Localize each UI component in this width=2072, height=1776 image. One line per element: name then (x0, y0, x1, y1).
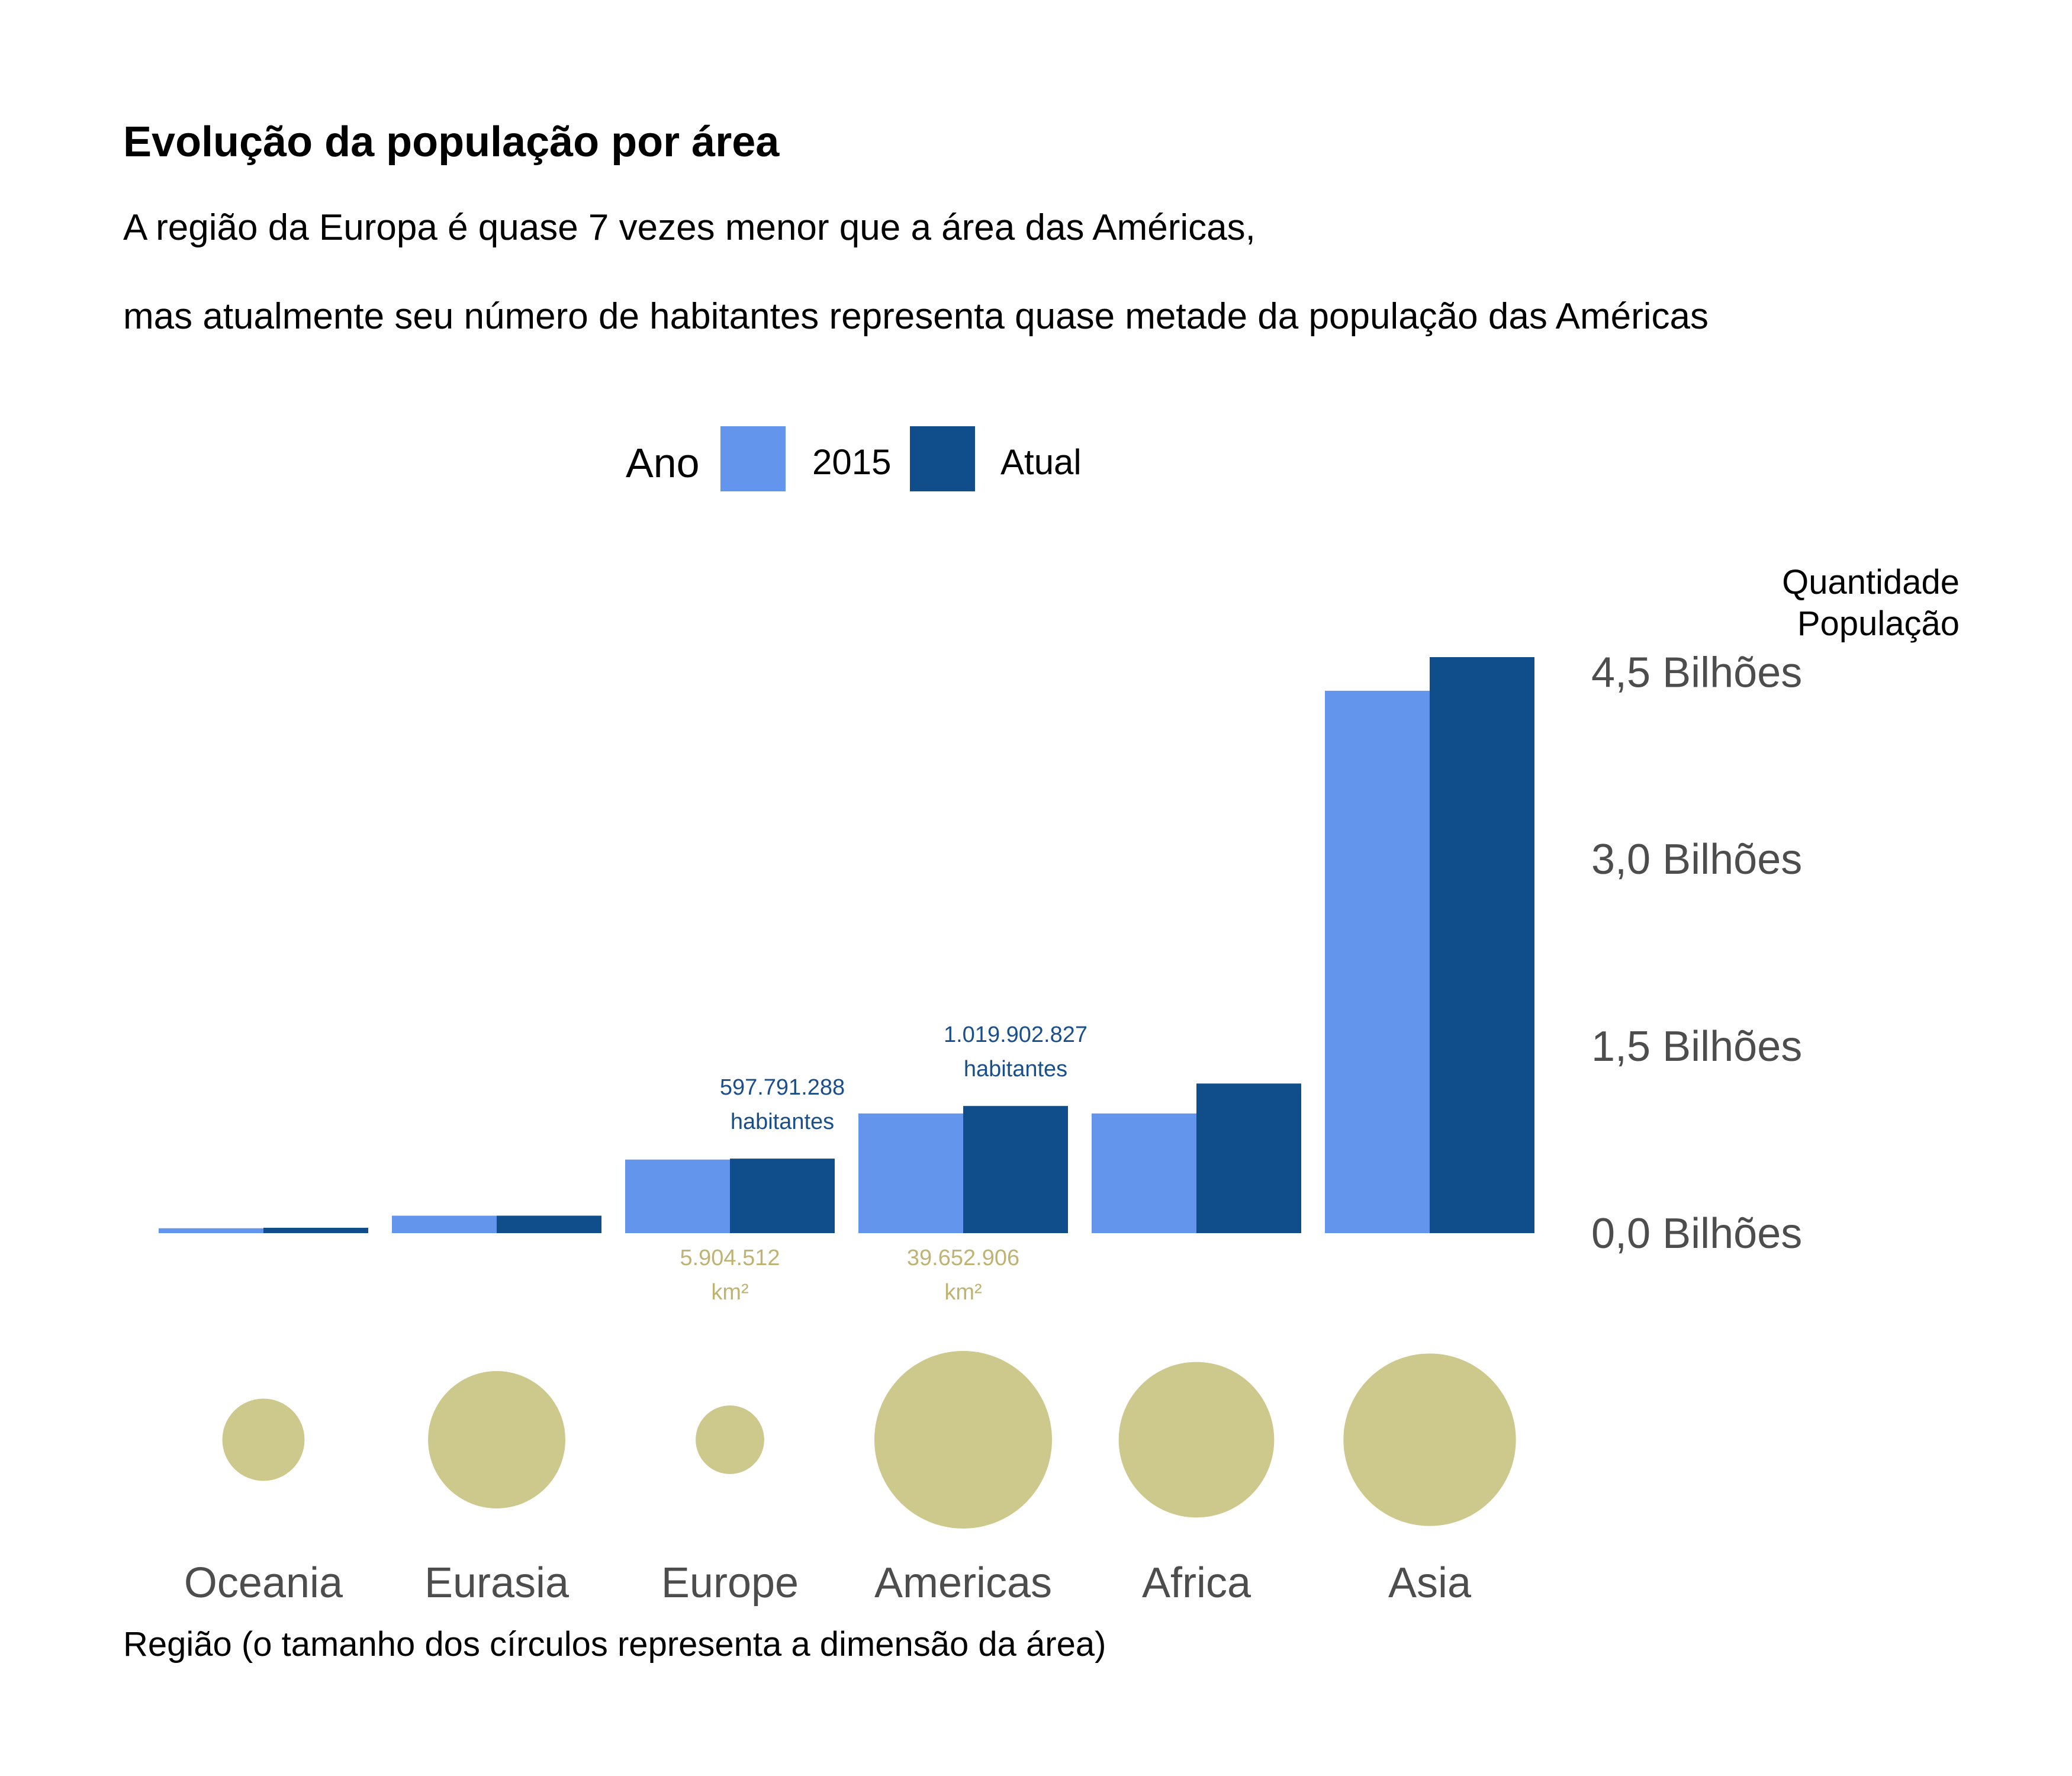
bar-2015-americas (858, 1113, 963, 1233)
y-axis-label-line-2: População (1797, 604, 1960, 643)
x-axis-ticks: Oceania Eurasia Europe Americas Africa Asia (184, 1559, 1472, 1607)
y-axis-ticks: 0,0 Bilhões 1,5 Bilhões 3,0 Bilhões 4,5 Bil… (1591, 649, 1802, 1257)
legend-title: Ano (626, 440, 700, 486)
population-annotation-europe: habitantes (731, 1109, 834, 1134)
area-annotation-europe: km² (711, 1280, 748, 1305)
population-annotation-europe: 597.791.288 (720, 1075, 845, 1100)
area-circle-africa (1118, 1362, 1275, 1518)
chart-subtitle-line-2: mas atualmente seu número de habitantes … (123, 296, 1709, 337)
bar-atual-oceania (263, 1227, 368, 1233)
bar-atual-europe (730, 1159, 835, 1233)
legend-swatch-2015 (720, 426, 786, 491)
bar-atual-americas (963, 1106, 1068, 1233)
x-tick-label-eurasia: Eurasia (424, 1559, 570, 1607)
area-circle-europe (696, 1405, 764, 1474)
y-tick-label: 1,5 Bilhões (1591, 1023, 1802, 1070)
bars-layer (159, 657, 1534, 1233)
y-tick-label: 0,0 Bilhões (1591, 1210, 1802, 1257)
x-tick-label-americas: Americas (874, 1559, 1052, 1607)
bar-2015-europe (625, 1159, 730, 1233)
area-circle-americas (874, 1351, 1052, 1529)
chart-title: Evolução da população por área (123, 118, 780, 166)
bar-atual-asia (1430, 657, 1534, 1233)
legend: Ano 2015 Atual (626, 426, 1082, 491)
bar-2015-oceania (159, 1228, 263, 1233)
x-tick-label-europe: Europe (661, 1559, 799, 1607)
population-annotations: 597.791.288 habitantes 1.019.902.827 habita… (720, 1022, 1088, 1134)
legend-label-2015: 2015 (812, 442, 891, 482)
legend-swatch-atual (910, 426, 975, 491)
area-circle-oceania (222, 1398, 305, 1481)
area-annotation-americas: 39.652.906 (907, 1246, 1019, 1270)
bar-atual-africa (1196, 1083, 1301, 1233)
area-circle-asia (1343, 1353, 1516, 1526)
y-tick-label: 4,5 Bilhões (1591, 649, 1802, 696)
bar-2015-asia (1325, 690, 1430, 1233)
area-circle-eurasia (428, 1371, 565, 1508)
bar-2015-eurasia (392, 1215, 497, 1233)
x-tick-label-oceania: Oceania (184, 1559, 343, 1607)
y-tick-label: 3,0 Bilhões (1591, 836, 1802, 883)
x-tick-label-asia: Asia (1388, 1559, 1472, 1607)
population-annotation-americas: 1.019.902.827 (944, 1022, 1088, 1047)
legend-label-atual: Atual (1000, 442, 1082, 482)
area-annotation-europe: 5.904.512 (680, 1246, 780, 1270)
x-tick-label-africa: Africa (1142, 1559, 1251, 1607)
bar-atual-eurasia (497, 1215, 601, 1233)
area-annotation-americas: km² (944, 1280, 982, 1305)
population-annotation-americas: habitantes (964, 1057, 1067, 1082)
x-axis-label: Região (o tamanho dos círculos represent… (123, 1625, 1106, 1664)
area-annotations: 5.904.512 km² 39.652.906 km² (680, 1246, 1019, 1305)
y-axis-label-line-1: Quantidade (1782, 563, 1960, 601)
area-circles (222, 1351, 1516, 1529)
chart-subtitle-line-1: A região da Europa é quase 7 vezes menor… (123, 207, 1256, 248)
bar-2015-africa (1092, 1113, 1196, 1233)
